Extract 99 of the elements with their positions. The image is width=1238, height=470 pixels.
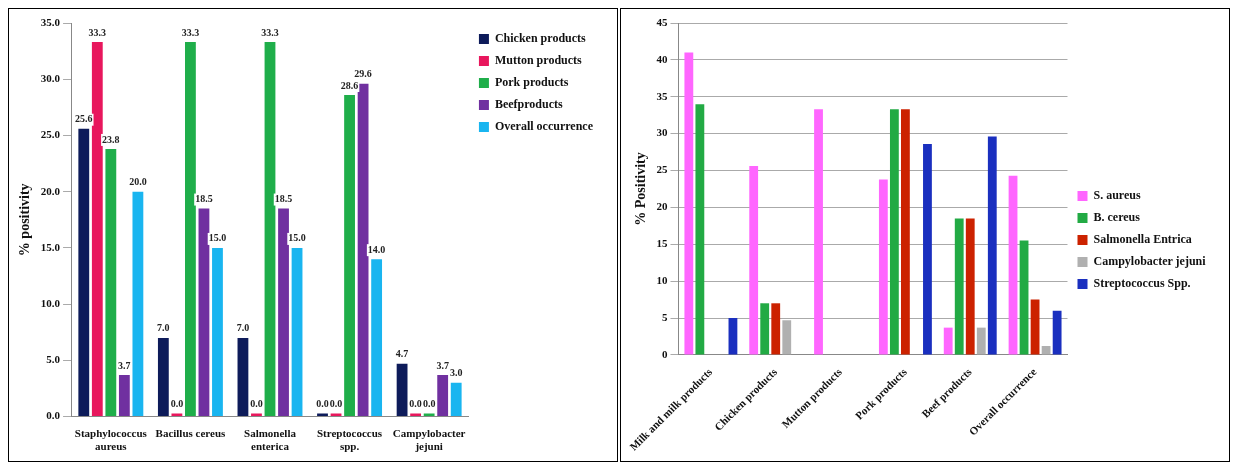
bar	[814, 109, 823, 355]
bar	[749, 166, 759, 355]
bar	[132, 191, 144, 417]
data-label: 3.0	[449, 367, 463, 379]
data-label: 15.0	[208, 232, 227, 244]
data-label: 4.7	[395, 348, 409, 360]
bar	[1041, 346, 1051, 355]
legend-label: Overall occurrence	[494, 119, 594, 134]
y-tick-label: 10	[656, 274, 668, 287]
data-label: 0.0	[250, 398, 263, 410]
data-label: 15.0	[288, 232, 306, 244]
data-label: 7.0	[157, 322, 170, 334]
y-tick-label: 20.0	[40, 184, 61, 197]
y-tick-label: 45	[656, 15, 668, 28]
data-label: 3.7	[118, 359, 131, 371]
y-tick-label: 35	[656, 89, 668, 102]
y-tick-label: 40	[656, 52, 668, 65]
bar	[760, 303, 770, 355]
bar	[954, 218, 964, 355]
bar	[185, 42, 196, 417]
data-label: 33.3	[181, 26, 200, 38]
x-tick-label: Streptococcus spp.	[316, 427, 383, 453]
legend-label: Mutton products	[494, 53, 583, 68]
data-label: 28.6	[340, 79, 359, 91]
data-label: 0.0	[316, 398, 329, 410]
legend-label: Beefproducts	[494, 97, 564, 112]
data-label: 18.5	[195, 193, 213, 205]
y-tick-label: 0.0	[46, 409, 61, 422]
data-label: 33.3	[88, 26, 107, 38]
x-tick-label: Bacillus cereus	[155, 427, 227, 440]
bar	[357, 83, 369, 417]
bar	[371, 259, 383, 417]
bar	[105, 148, 117, 417]
y-axis-title: % Positivity	[632, 152, 648, 226]
y-tick-label: 25	[656, 163, 668, 176]
bar	[291, 247, 303, 417]
y-tick-label: 15	[656, 237, 668, 250]
x-tick-label: Salmonella enterica	[244, 427, 297, 453]
data-label: 23.8	[102, 133, 120, 145]
data-label: 29.6	[354, 68, 372, 80]
legend-label: Salmonella Entrica	[1093, 232, 1192, 247]
y-tick-label: 10.0	[40, 296, 61, 309]
bar	[344, 94, 355, 417]
y-tick-label: 25.0	[40, 128, 61, 141]
bar	[118, 374, 130, 417]
bar	[212, 247, 223, 417]
bar	[396, 363, 408, 417]
legend-label: Streptococcus Spp.	[1093, 276, 1191, 291]
data-label: 33.3	[261, 26, 279, 38]
bar	[437, 374, 449, 417]
y-tick-label: 30.0	[40, 72, 61, 85]
data-label: 0.0	[409, 398, 422, 410]
bar	[965, 218, 975, 355]
data-label: 0.0	[329, 398, 343, 410]
y-tick-label: 30	[656, 126, 668, 139]
legend-label: Pork products	[494, 75, 569, 90]
bar	[771, 303, 781, 355]
y-tick-label: 35.0	[40, 15, 61, 28]
bar	[695, 104, 705, 355]
bar	[237, 337, 249, 417]
y-tick-label: 20	[656, 200, 668, 213]
y-tick-label: 15.0	[40, 240, 61, 253]
bar	[264, 42, 276, 417]
bar	[923, 143, 932, 355]
x-tick-label: Staphylococcus aureus	[74, 427, 148, 453]
bar	[901, 109, 910, 355]
data-label: 20.0	[129, 176, 147, 188]
bar	[1008, 175, 1018, 355]
bar	[278, 208, 289, 417]
y-tick-label: 5.0	[46, 353, 61, 366]
bar	[878, 179, 888, 355]
bar	[78, 128, 90, 417]
bar	[987, 136, 997, 355]
data-label: 0.0	[170, 398, 184, 410]
bar	[91, 42, 103, 417]
bar	[943, 327, 953, 355]
data-label: 18.5	[274, 193, 293, 205]
x-tick-label: Campylobacter jejuni	[392, 427, 466, 453]
bar	[728, 318, 738, 355]
bar	[157, 337, 169, 417]
y-tick-label: 0	[661, 347, 668, 360]
bar	[198, 208, 210, 417]
legend-label: Chicken products	[494, 31, 587, 46]
y-tick-label: 5	[661, 310, 668, 323]
bar	[889, 109, 899, 355]
bar	[684, 52, 694, 355]
bar	[450, 382, 462, 417]
bar	[1019, 240, 1029, 355]
data-label: 14.0	[367, 243, 386, 255]
bar	[1052, 310, 1062, 355]
bar	[976, 327, 986, 355]
data-label: 0.0	[422, 398, 436, 410]
data-label: 25.6	[75, 113, 93, 125]
legend-label: Campylobacter jejuni	[1093, 254, 1207, 269]
y-axis-title: % positivity	[17, 183, 33, 257]
legend-label: S. aureus	[1093, 188, 1141, 203]
legend-label: B. cereus	[1093, 210, 1141, 225]
data-label: 7.0	[236, 322, 250, 334]
data-label: 3.7	[436, 359, 449, 371]
